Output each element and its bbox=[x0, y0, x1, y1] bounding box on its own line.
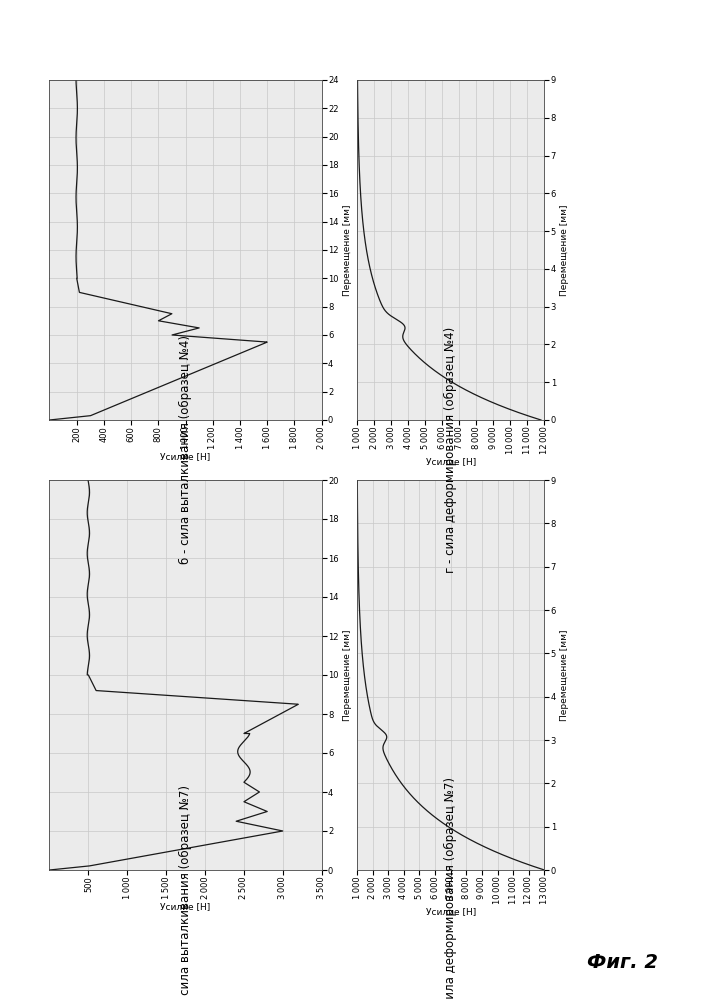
Text: б - сила выталкивания (образец №4): б - сила выталкивания (образец №4) bbox=[179, 336, 192, 564]
X-axis label: Усилие [Н]: Усилие [Н] bbox=[160, 902, 211, 911]
Y-axis label: Перемещение [мм]: Перемещение [мм] bbox=[343, 204, 351, 296]
Y-axis label: Перемещение [мм]: Перемещение [мм] bbox=[343, 629, 351, 721]
Text: г - сила деформирования (образец №4): г - сила деформирования (образец №4) bbox=[444, 327, 457, 573]
Y-axis label: Перемещение [мм]: Перемещение [мм] bbox=[560, 629, 569, 721]
Y-axis label: Перемещение [мм]: Перемещение [мм] bbox=[560, 204, 569, 296]
Text: в - сила деформирования (образец №7): в - сила деформирования (образец №7) bbox=[444, 776, 457, 1000]
X-axis label: Усилие [Н]: Усилие [Н] bbox=[426, 907, 476, 916]
Text: а - сила выталкивания (образец №7): а - сила выталкивания (образец №7) bbox=[179, 786, 192, 1000]
X-axis label: Усилие [Н]: Усилие [Н] bbox=[160, 452, 211, 461]
X-axis label: Усилие [Н]: Усилие [Н] bbox=[426, 457, 476, 466]
Text: Фиг. 2: Фиг. 2 bbox=[587, 952, 658, 972]
